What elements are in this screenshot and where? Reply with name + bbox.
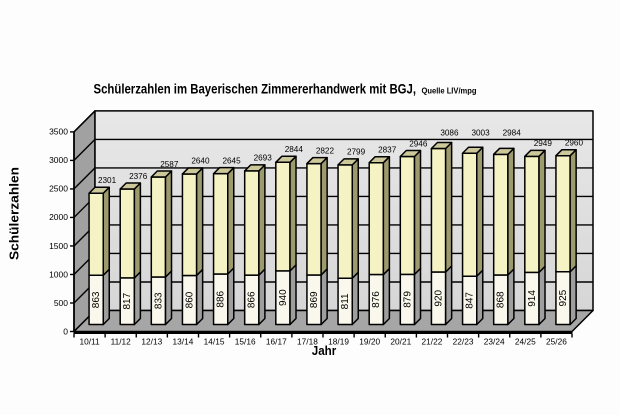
svg-text:879: 879: [402, 291, 413, 308]
svg-text:13/14: 13/14: [173, 337, 194, 347]
svg-text:920: 920: [433, 289, 444, 306]
svg-text:869: 869: [309, 291, 320, 308]
svg-text:2984: 2984: [503, 129, 522, 138]
svg-text:868: 868: [496, 291, 507, 308]
svg-text:3000: 3000: [49, 155, 68, 165]
svg-text:11/12: 11/12: [111, 337, 132, 347]
svg-text:866: 866: [247, 291, 258, 308]
svg-text:833: 833: [153, 292, 164, 309]
svg-text:19/20: 19/20: [359, 337, 380, 347]
svg-text:16/17: 16/17: [266, 337, 287, 347]
svg-text:15/16: 15/16: [235, 337, 256, 347]
svg-text:1000: 1000: [49, 269, 68, 279]
svg-text:2799: 2799: [347, 148, 366, 157]
svg-text:811: 811: [340, 293, 351, 309]
svg-text:925: 925: [558, 289, 569, 306]
svg-text:20/21: 20/21: [390, 337, 411, 347]
svg-text:886: 886: [216, 290, 227, 307]
svg-text:847: 847: [465, 292, 476, 309]
svg-text:Jahr: Jahr: [312, 344, 337, 358]
svg-text:3086: 3086: [440, 129, 459, 138]
svg-text:23/24: 23/24: [484, 337, 505, 347]
svg-text:2640: 2640: [191, 157, 210, 166]
svg-text:876: 876: [371, 291, 382, 308]
svg-text:0: 0: [63, 326, 68, 336]
svg-text:914: 914: [527, 290, 538, 307]
svg-text:860: 860: [184, 291, 195, 308]
svg-text:2949: 2949: [534, 139, 553, 148]
svg-text:2587: 2587: [160, 160, 179, 169]
svg-text:2645: 2645: [222, 156, 241, 165]
svg-text:2693: 2693: [254, 154, 273, 163]
svg-text:2000: 2000: [49, 212, 68, 222]
svg-text:Schülerzahlen im Bayerischen Z: Schülerzahlen im Bayerischen Zimmererhan…: [94, 81, 417, 97]
svg-text:2946: 2946: [409, 139, 428, 148]
svg-text:3500: 3500: [49, 127, 68, 137]
svg-text:2837: 2837: [378, 146, 397, 155]
svg-text:500: 500: [54, 298, 68, 308]
svg-text:22/23: 22/23: [453, 337, 474, 347]
svg-text:12/13: 12/13: [141, 337, 162, 347]
svg-text:18/19: 18/19: [328, 337, 349, 347]
svg-text:17/18: 17/18: [297, 337, 318, 347]
svg-text:940: 940: [278, 289, 289, 306]
svg-text:Schülerzahlen: Schülerzahlen: [6, 167, 21, 260]
svg-text:1500: 1500: [49, 241, 68, 251]
svg-text:2822: 2822: [316, 146, 335, 155]
svg-text:10/11: 10/11: [79, 337, 100, 347]
svg-text:21/22: 21/22: [422, 337, 443, 347]
svg-text:3003: 3003: [471, 129, 490, 138]
svg-text:2844: 2844: [285, 145, 304, 154]
svg-text:14/15: 14/15: [204, 337, 225, 347]
svg-text:817: 817: [122, 292, 133, 309]
svg-text:Quelle LIV/mpg: Quelle LIV/mpg: [422, 86, 477, 96]
svg-text:24/25: 24/25: [515, 337, 536, 347]
svg-text:25/26: 25/26: [546, 337, 567, 347]
svg-text:2376: 2376: [129, 172, 148, 181]
svg-text:2301: 2301: [98, 176, 117, 185]
svg-text:2500: 2500: [49, 184, 68, 194]
svg-text:863: 863: [91, 291, 102, 308]
svg-text:2960: 2960: [565, 139, 584, 148]
